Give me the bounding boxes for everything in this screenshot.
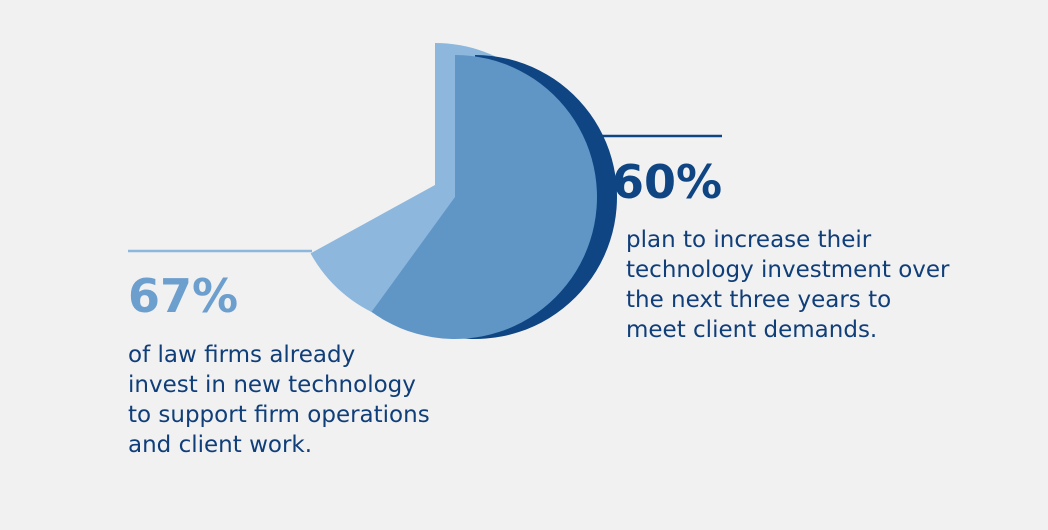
stat-description: invest in new technology <box>128 372 416 398</box>
stat-description: technology investment over <box>626 257 950 283</box>
stat-description: to support firm operations <box>128 402 430 428</box>
stat-description: meet client demands. <box>626 317 877 343</box>
stat-description: of law firms already <box>128 342 355 368</box>
stat-description: the next three years to <box>626 287 891 313</box>
pie-group <box>310 43 617 339</box>
stat-texts: of law firms already invest in new techno… <box>128 227 950 458</box>
stat-value: 67% <box>128 269 238 323</box>
pie-wedge <box>371 55 598 339</box>
stat-description: and client work. <box>128 432 312 458</box>
stat-description: plan to increase their <box>626 227 872 253</box>
stat-value: 60% <box>612 155 722 209</box>
